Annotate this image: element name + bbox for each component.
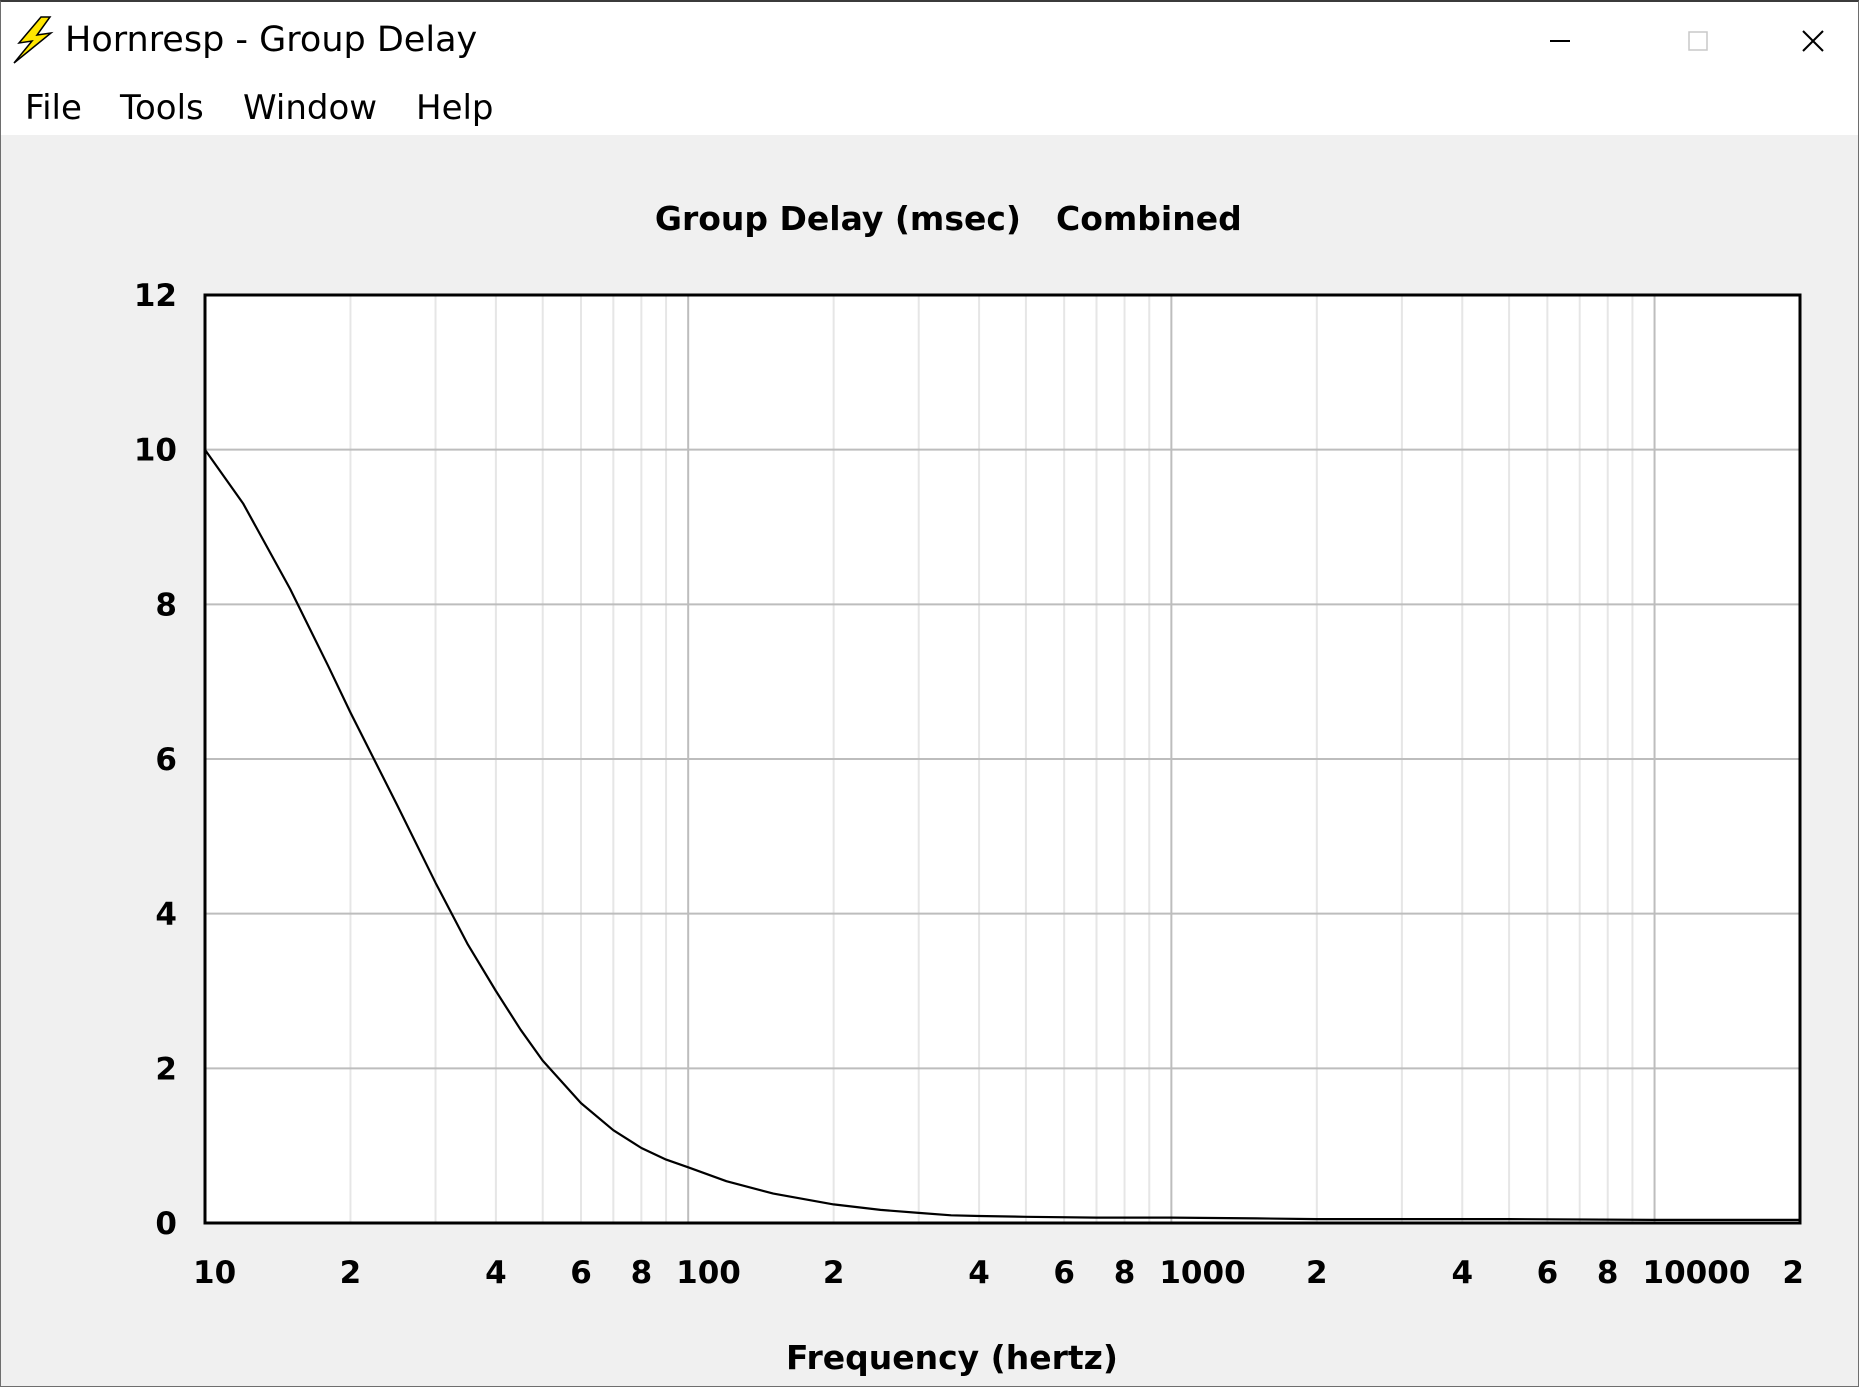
- y-tick-label-0: 0: [155, 1206, 177, 1242]
- minimize-icon: [1550, 40, 1570, 42]
- lightning-bolt-icon: [13, 16, 54, 64]
- x-tick-label-12: 4: [1451, 1255, 1473, 1291]
- x-tick-label-8: 6: [1053, 1255, 1075, 1291]
- series-line-0: [204, 449, 1800, 1222]
- x-tick-label-7: 4: [968, 1255, 990, 1291]
- x-tick-label-2: 4: [485, 1255, 507, 1291]
- x-tick-label-9: 8: [1114, 1255, 1136, 1291]
- y-tick-label-2: 2: [155, 1051, 177, 1087]
- close-icon: [1802, 30, 1824, 52]
- x-tick-label-4: 8: [631, 1255, 653, 1291]
- minimize-button[interactable]: [1491, 2, 1629, 80]
- plot-frame: [203, 293, 1802, 1225]
- x-tick-label-14: 8: [1597, 1255, 1619, 1291]
- window-title: Hornresp - Group Delay: [65, 20, 478, 60]
- x-tick-label-1: 2: [340, 1255, 362, 1291]
- menu-window[interactable]: Window: [243, 88, 378, 128]
- x-tick-label-10: 1000: [1159, 1255, 1245, 1291]
- y-tick-label-6: 6: [155, 742, 177, 778]
- title-bar[interactable]: Hornresp - Group Delay: [1, 2, 1858, 80]
- x-tick-label-3: 6: [570, 1255, 592, 1291]
- menu-tools[interactable]: Tools: [120, 88, 204, 128]
- y-axis-ticks: 0 2 4 6 8 10 12: [134, 278, 177, 1242]
- chart-title-group: Group Delay (msec) Combined: [655, 199, 1242, 238]
- x-tick-label-5: 100: [676, 1255, 741, 1291]
- chart-title: Group Delay (msec): [655, 199, 1021, 238]
- y-tick-label-10: 10: [134, 433, 177, 469]
- chart-subtitle: Combined: [1056, 199, 1242, 238]
- chart-grid: [205, 295, 1800, 1223]
- maximize-icon: [1688, 31, 1708, 51]
- y-tick-label-8: 8: [155, 587, 177, 623]
- menu-bar: File Tools Window Help: [1, 80, 1858, 135]
- chart-series: [204, 449, 1800, 1222]
- x-tick-label-15: 10000: [1643, 1255, 1751, 1291]
- maximize-button[interactable]: [1629, 2, 1767, 80]
- y-tick-label-4: 4: [155, 897, 177, 933]
- x-tick-label-0: 10: [193, 1255, 236, 1291]
- close-button[interactable]: [1767, 2, 1858, 80]
- x-tick-label-11: 2: [1306, 1255, 1328, 1291]
- x-axis-ticks: 10 2 4 6 8 100 2 4 6 8 1000 2 4 6 8 10000 2: [193, 1255, 1804, 1291]
- x-tick-label-13: 6: [1537, 1255, 1559, 1291]
- x-tick-label-6: 2: [823, 1255, 845, 1291]
- x-axis-label: Frequency (hertz): [786, 1338, 1118, 1377]
- x-tick-label-16: 2: [1782, 1255, 1804, 1291]
- menu-file[interactable]: File: [25, 88, 82, 128]
- y-tick-label-12: 12: [134, 278, 177, 314]
- menu-help[interactable]: Help: [416, 88, 494, 128]
